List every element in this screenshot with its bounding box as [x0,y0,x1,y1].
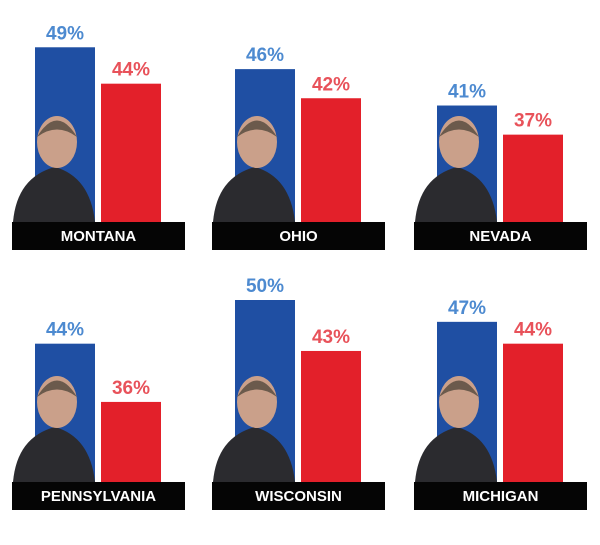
value-label: 47% [448,298,486,319]
panel: 46% 42% OHIO [212,45,385,250]
portrait [415,376,497,482]
bar [101,83,161,223]
panel-title: MONTANA [61,228,137,245]
portrait-shoulders [13,167,95,222]
bar [101,401,161,482]
portrait-shoulders [13,427,95,482]
panel-title: WISCONSIN [255,488,342,505]
panel: 49% 44% MONTANA [12,23,185,250]
portrait [13,376,95,482]
value-label: 42% [312,74,350,95]
bar [503,134,563,222]
panel-title: NEVADA [469,228,531,245]
value-label: 37% [514,111,552,132]
bar [301,98,361,222]
label-band [414,482,587,510]
value-label: 41% [448,82,486,103]
portrait-shoulders [415,167,497,222]
panel: 47% 44% MICHIGAN [414,298,587,510]
portrait-shoulders [213,167,295,222]
portrait-hair [237,380,277,397]
portrait [415,116,497,222]
portrait [213,116,295,222]
portrait-shoulders [213,427,295,482]
panel-title: MICHIGAN [463,488,539,505]
value-label: 50% [246,276,284,297]
label-band [12,222,185,250]
label-band [212,222,385,250]
value-label: 46% [246,45,284,66]
label-band [212,482,385,510]
label-band [414,222,587,250]
portrait-hair [439,380,479,397]
bar [301,350,361,482]
value-label: 44% [112,60,150,81]
portrait-hair [37,380,77,397]
label-band [12,482,185,510]
panel: 41% 37% NEVADA [414,82,587,250]
portrait-shoulders [415,427,497,482]
value-label: 44% [46,320,84,341]
panel: 50% 43% WISCONSIN [212,276,385,510]
value-label: 36% [112,378,150,399]
portrait-hair [37,120,77,137]
portrait [213,376,295,482]
panel: 44% 36% PENNSYLVANIA [12,320,185,510]
panel-title: OHIO [279,228,318,245]
value-label: 43% [312,327,350,348]
panel-title: PENNSYLVANIA [41,488,156,505]
value-label: 49% [46,23,84,44]
portrait [13,116,95,222]
bar [503,343,563,482]
portrait-hair [439,120,479,137]
value-label: 44% [514,320,552,341]
portrait-hair [237,120,277,137]
